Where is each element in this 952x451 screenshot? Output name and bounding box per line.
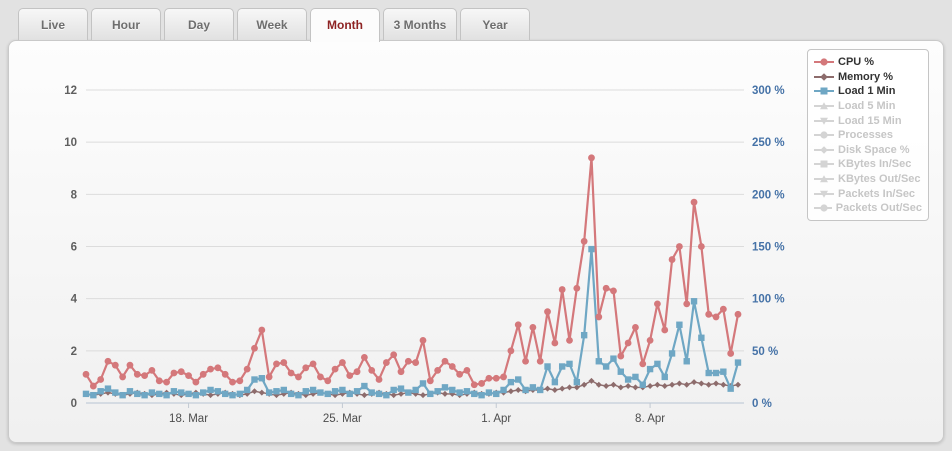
svg-text:8: 8 [71,189,78,201]
series-cpu [82,154,742,390]
tab-week[interactable]: Week [237,8,307,40]
svg-text:150 %: 150 % [752,242,785,254]
legend-label: Load 15 Min [838,114,902,127]
legend-item-packets-in-sec[interactable]: Packets In/Sec [814,186,922,201]
svg-text:4: 4 [71,294,78,306]
legend-item-processes[interactable]: Processes [814,128,922,143]
legend-label: Load 5 Min [838,100,896,113]
legend-item-load-1-min[interactable]: Load 1 Min [814,84,922,99]
triangle-down-marker-icon [814,190,834,198]
svg-text:1. Apr: 1. Apr [481,413,511,425]
legend-label: Processes [838,129,894,142]
legend-label: Disk Space % [838,143,910,156]
series-load1 [82,245,742,399]
x-axis: 18. Mar 25. Mar 1. Apr 8. Apr [169,403,665,425]
svg-text:12: 12 [64,85,77,97]
legend-item-packets-out-sec[interactable]: Packets Out/Sec [814,201,922,216]
svg-text:6: 6 [71,242,77,254]
triangle-marker-icon [814,175,834,183]
svg-text:250 %: 250 % [752,137,785,149]
legend-label: KBytes In/Sec [838,158,912,171]
legend-label: Memory % [838,70,894,83]
diamond-marker-icon [814,73,834,81]
tab-live[interactable]: Live [18,8,88,40]
legend-label: Packets Out/Sec [835,202,922,215]
legend-label: KBytes Out/Sec [838,173,921,186]
legend-item-load-15-min[interactable]: Load 15 Min [814,113,922,128]
chart-legend: CPU % Memory % Load 1 Min Load 5 Min Load 15… [807,49,929,221]
triangle-down-marker-icon [814,117,834,125]
legend-item-kbytes-out-sec[interactable]: KBytes Out/Sec [814,172,922,187]
triangle-marker-icon [814,102,834,110]
legend-item-kbytes-in-sec[interactable]: KBytes In/Sec [814,157,922,172]
legend-item-disk-space[interactable]: Disk Space % [814,143,922,158]
time-range-tabs: Live Hour Day Week Month 3 Months Year [18,8,530,42]
circle-marker-icon [814,131,834,139]
svg-text:8. Apr: 8. Apr [635,413,665,425]
diamond-marker-icon [814,146,834,154]
svg-text:25. Mar: 25. Mar [323,413,362,425]
square-marker-icon [814,87,834,95]
tab-3-months[interactable]: 3 Months [383,8,457,40]
legend-label: CPU % [838,56,875,69]
tab-hour[interactable]: Hour [91,8,161,40]
tab-day[interactable]: Day [164,8,234,40]
legend-label: Packets In/Sec [838,187,916,200]
svg-text:200 %: 200 % [752,189,785,201]
svg-text:10: 10 [64,137,77,149]
legend-item-memory[interactable]: Memory % [814,70,922,85]
svg-text:100 %: 100 % [752,294,785,306]
tab-year[interactable]: Year [460,8,530,40]
legend-item-load-5-min[interactable]: Load 5 Min [814,99,922,114]
square-marker-icon [814,160,834,168]
circle-marker-icon [814,204,832,212]
svg-text:18. Mar: 18. Mar [169,413,208,425]
legend-label: Load 1 Min [838,85,896,98]
tab-month[interactable]: Month [310,8,380,42]
legend-item-cpu[interactable]: CPU % [814,55,922,70]
svg-text:50 %: 50 % [752,346,778,358]
svg-text:0: 0 [71,398,77,410]
svg-text:300 %: 300 % [752,85,785,97]
svg-text:0 %: 0 % [752,398,772,410]
circle-marker-icon [814,58,834,66]
svg-text:2: 2 [71,346,77,358]
